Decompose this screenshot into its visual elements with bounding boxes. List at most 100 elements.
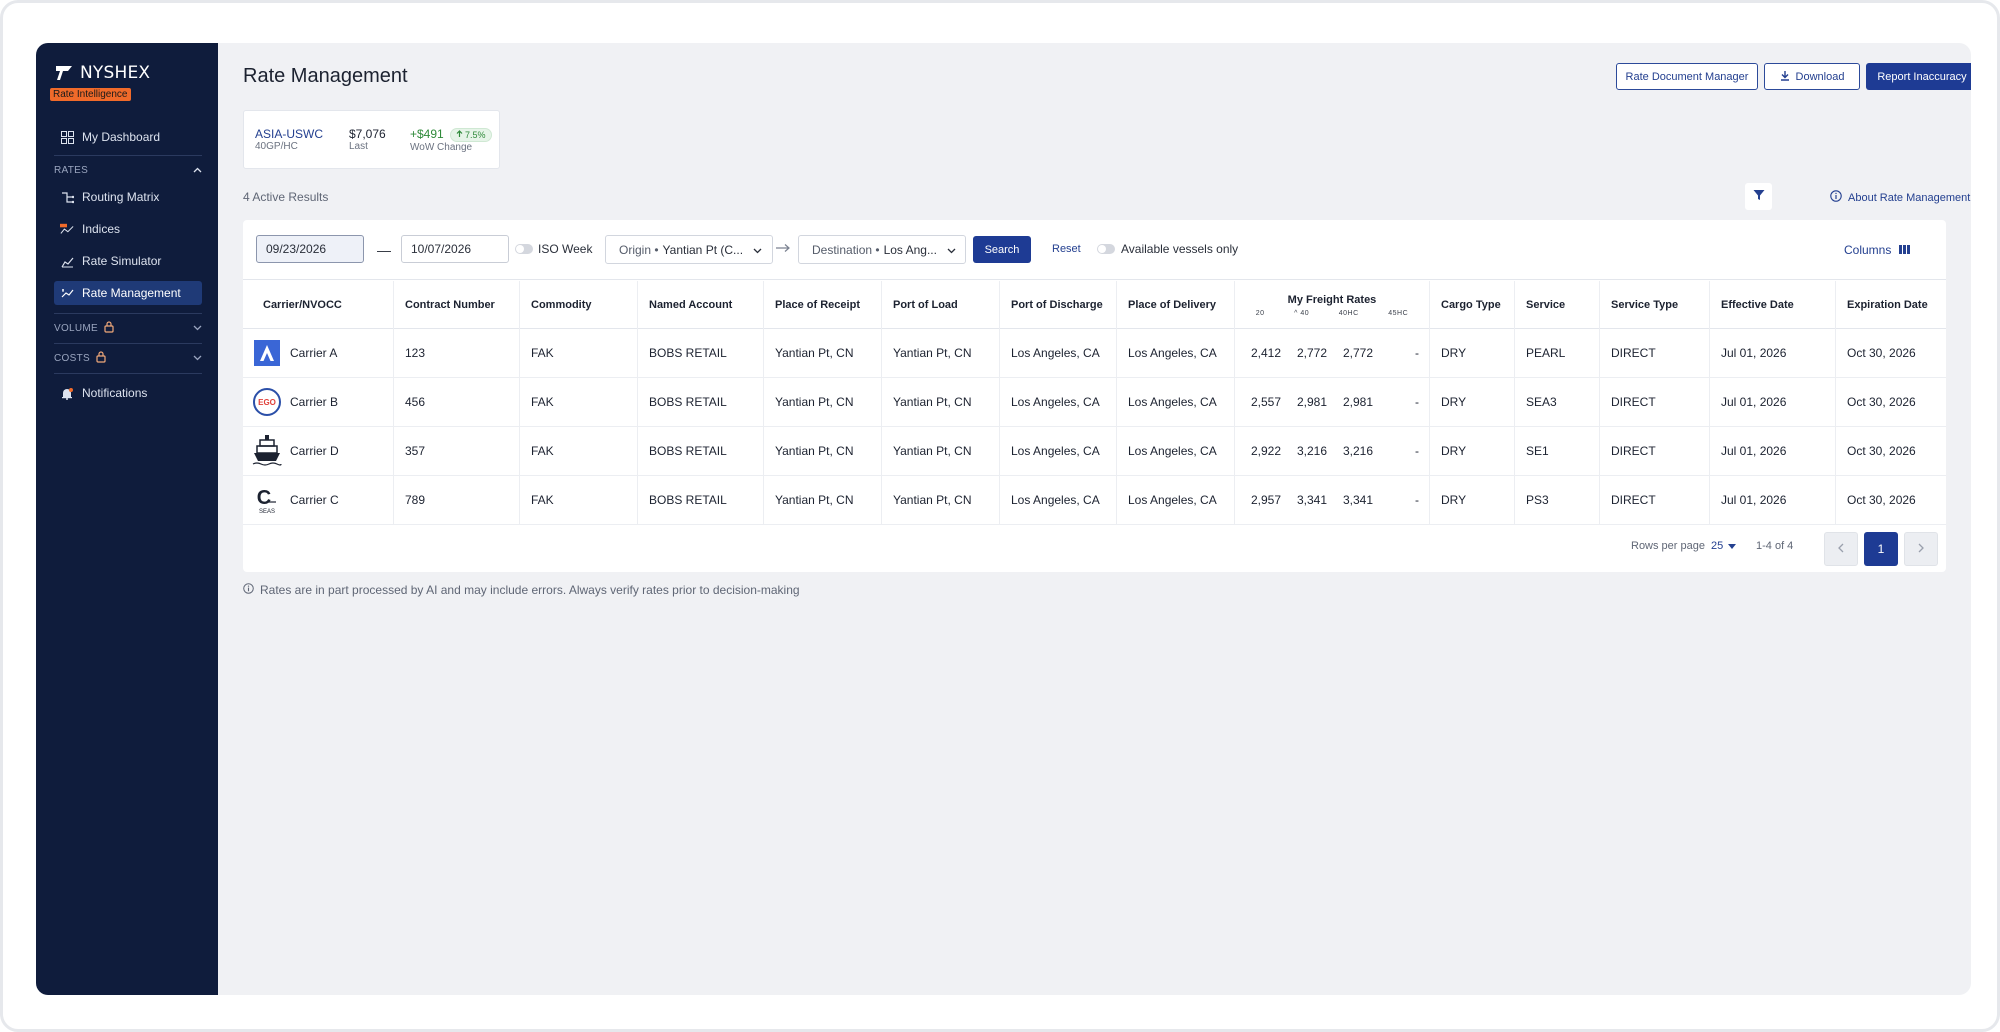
origin-select[interactable]: Origin • Yantian Pt (C... [605, 235, 773, 264]
table-row[interactable]: Carrier D 357 FAK BOBS RETAIL Yantian Pt… [243, 427, 1946, 476]
rows-per-page: Rows per page 25 [1631, 540, 1737, 552]
sidebar-item-label: Rate Simulator [82, 254, 162, 268]
column-header-commodity[interactable]: Commodity [520, 281, 638, 329]
cell-contract: 123 [394, 329, 520, 377]
kpi-change: +$491 7.5% WoW Change [410, 127, 492, 153]
carrier-name: Carrier C [290, 493, 339, 507]
rate-40hc: 3,341 [1342, 493, 1373, 507]
table-row[interactable]: C SEAS Carrier C 789 FAK BOBS RETAIL Yant… [243, 476, 1946, 525]
toggle-switch[interactable] [515, 244, 533, 254]
brand-badge: Rate Intelligence [50, 88, 131, 101]
table-toolbar: 09/23/2026 — 10/07/2026 ISO Week Origin … [243, 220, 1946, 280]
cell-service: SEA3 [1515, 378, 1600, 426]
rate-40: 2,772 [1296, 346, 1327, 360]
page-1-button[interactable]: 1 [1864, 532, 1898, 566]
column-header-effective-date[interactable]: Effective Date [1710, 281, 1836, 329]
column-header-named-account[interactable]: Named Account [638, 281, 764, 329]
rate-document-manager-button[interactable]: Rate Document Manager [1616, 63, 1758, 90]
column-header-place-of-receipt[interactable]: Place of Receipt [764, 281, 882, 329]
date-from-input[interactable]: 09/23/2026 [256, 235, 364, 263]
column-header-port-of-discharge[interactable]: Port of Discharge [1000, 281, 1117, 329]
chevron-down-icon [753, 243, 762, 257]
destination-select[interactable]: Destination • Los Ang... [798, 235, 966, 264]
iso-week-toggle[interactable]: ISO Week [515, 242, 592, 256]
download-icon [1780, 70, 1790, 84]
link-label: About Rate Management [1848, 191, 1971, 204]
chevron-down-icon [947, 243, 956, 257]
column-header-freight-rates[interactable]: My Freight Rates 20 ^ 40 40HC 45HC [1235, 281, 1430, 329]
sort-up-icon[interactable]: ^ [1294, 309, 1301, 317]
rows-per-page-select[interactable]: 25 [1711, 540, 1737, 552]
column-header-service[interactable]: Service [1515, 281, 1600, 329]
sidebar-section-volume[interactable]: VOLUME [54, 321, 202, 336]
reset-button[interactable]: Reset [1052, 243, 1081, 255]
date-to-input[interactable]: 10/07/2026 [401, 235, 509, 263]
sidebar-item-rate-management[interactable]: Rate Management [54, 281, 202, 305]
sidebar-item-label: Notifications [82, 386, 148, 400]
column-header-place-of-delivery[interactable]: Place of Delivery [1117, 281, 1235, 329]
column-header-service-type[interactable]: Service Type [1600, 281, 1710, 329]
chevron-left-icon [1838, 542, 1844, 556]
available-vessels-toggle[interactable]: Available vessels only [1097, 242, 1238, 256]
column-header-expiration-date[interactable]: Expiration Date [1847, 299, 1928, 311]
disclaimer-text: Rates are in part processed by AI and ma… [260, 583, 800, 597]
kpi-change-label: WoW Change [410, 142, 473, 153]
toggle-switch[interactable] [1097, 244, 1115, 254]
filter-button[interactable] [1745, 183, 1772, 210]
download-button[interactable]: Download [1764, 63, 1860, 90]
cell-carrier: EGO Carrier B [243, 378, 394, 426]
sidebar-item-routing-matrix[interactable]: Routing Matrix [54, 185, 202, 209]
lane-kpi-card[interactable]: ASIA-USWC 40GP/HC $7,076 Last +$491 7.5% [243, 110, 500, 169]
rate-20: 2,957 [1250, 493, 1281, 507]
rate-45hc: - [1415, 395, 1419, 409]
cell-commodity: FAK [520, 329, 638, 377]
carrier-name: Carrier D [290, 444, 339, 458]
cell-carrier: C SEAS Carrier C [243, 476, 394, 524]
button-label: Report Inaccuracy [1877, 70, 1967, 83]
cell-port-of-load: Yantian Pt, CN [882, 476, 1000, 524]
about-rate-management-link[interactable]: About Rate Management [1830, 190, 1970, 205]
rate-40hc: 2,772 [1342, 346, 1373, 360]
kpi-equipment: 40GP/HC [255, 141, 298, 152]
filter-icon [1753, 188, 1765, 206]
table-row[interactable]: EGO Carrier B 456 FAK BOBS RETAIL Yantia… [243, 378, 1946, 427]
cell-place-of-receipt: Yantian Pt, CN [764, 427, 882, 475]
sidebar-section-rates[interactable]: RATES [54, 165, 202, 176]
report-inaccuracy-button[interactable]: Report Inaccuracy [1866, 63, 1971, 90]
results-count: 4 Active Results [243, 190, 329, 204]
column-header-carrier[interactable]: Carrier/NVOCC [252, 281, 394, 329]
chevron-down-icon [193, 323, 202, 334]
rows-per-page-value: 25 [1711, 540, 1724, 552]
column-header-port-of-load[interactable]: Port of Load [882, 281, 1000, 329]
freight-rates-subheaders: 20 ^ 40 40HC 45HC [1235, 310, 1429, 317]
rate-header-40: 40 [1300, 309, 1310, 317]
carrier-b-logo-icon: EGO [252, 387, 282, 417]
sidebar-item-label: Rate Management [82, 286, 181, 300]
cell-freight-rates: 2,412 2,772 2,772 - [1235, 329, 1430, 377]
cell-port-of-discharge: Los Angeles, CA [1000, 329, 1117, 377]
cell-service: PEARL [1515, 329, 1600, 377]
dashboard-icon [60, 130, 74, 144]
search-button[interactable]: Search [973, 236, 1031, 263]
cell-expiration-date: Oct 30, 2026 [1847, 346, 1916, 360]
column-header-contract[interactable]: Contract Number [394, 281, 520, 329]
cell-named-account: BOBS RETAIL [638, 378, 764, 426]
sidebar-item-dashboard[interactable]: My Dashboard [54, 125, 202, 149]
kpi-change-pct: 7.5% [465, 130, 486, 140]
sidebar-section-costs[interactable]: COSTS [54, 351, 202, 366]
page-title: Rate Management [243, 65, 408, 87]
cell-commodity: FAK [520, 427, 638, 475]
cell-place-of-receipt: Yantian Pt, CN [764, 329, 882, 377]
previous-page-button[interactable] [1824, 532, 1858, 566]
brand-logo[interactable]: NYSHEX [54, 63, 150, 83]
kpi-last: $7,076 Last [349, 127, 386, 152]
cell-carrier: Carrier A [243, 329, 394, 377]
sidebar-item-rate-simulator[interactable]: Rate Simulator [54, 249, 202, 273]
column-header-cargo-type[interactable]: Cargo Type [1430, 281, 1515, 329]
cell-place-of-receipt: Yantian Pt, CN [764, 378, 882, 426]
sidebar-item-indices[interactable]: Indices [54, 217, 202, 241]
columns-button[interactable]: Columns [1844, 243, 1911, 257]
sidebar-item-notifications[interactable]: Notifications [54, 381, 202, 405]
table-row[interactable]: Carrier A 123 FAK BOBS RETAIL Yantian Pt… [243, 329, 1946, 378]
next-page-button[interactable] [1904, 532, 1938, 566]
